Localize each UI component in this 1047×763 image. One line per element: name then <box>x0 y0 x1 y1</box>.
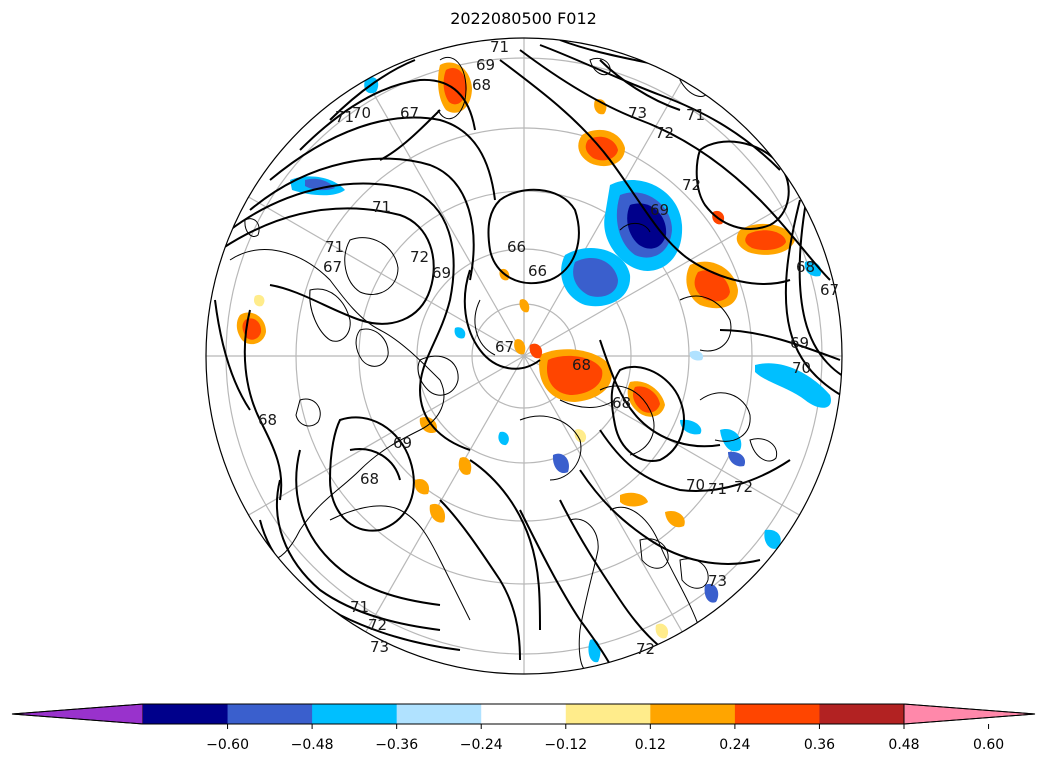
contour-label: 71 <box>350 598 369 616</box>
contour-label: 69 <box>790 334 809 352</box>
map-boundary <box>205 37 843 675</box>
colorbar-tick-label: 0.36 <box>804 737 835 753</box>
graticule <box>206 38 842 674</box>
colorbar-segment <box>143 704 229 724</box>
polar-map: 71 69 68 67 71 70 71 67 71 72 69 66 66 6… <box>205 37 843 675</box>
colorbar-outline <box>11 703 1036 725</box>
colorbar-tick-label: 0.48 <box>888 737 919 753</box>
contour-label: 73 <box>708 572 727 590</box>
contour-label: 72 <box>636 640 655 658</box>
contour-label: 69 <box>650 201 669 219</box>
map-title: 2022080500 F012 <box>450 9 597 28</box>
contour-label: 68 <box>258 411 277 429</box>
colorbar-tick-label: 0.12 <box>635 737 666 753</box>
colorbar-extend-max <box>903 703 1036 725</box>
colorbar-segment <box>565 704 651 724</box>
contour-label: 72 <box>734 478 753 496</box>
colorbar-segment <box>734 704 820 724</box>
contour-label: 72 <box>368 616 387 634</box>
colorbar-tick-label: −0.24 <box>460 737 503 753</box>
colorbar-tick-label: −0.60 <box>206 737 249 753</box>
contour-label: 68 <box>612 394 631 412</box>
contour-labels: 71 69 68 67 71 70 71 67 71 72 69 66 66 6… <box>258 38 839 658</box>
contour-label: 71 <box>490 38 509 56</box>
contour-label: 71 <box>372 198 391 216</box>
contour-label: 66 <box>507 238 526 256</box>
colorbar-tick-label: −0.12 <box>544 737 587 753</box>
contour-label: 72 <box>655 124 674 142</box>
colorbar-tick-label: −0.36 <box>375 737 418 753</box>
contour-label: 69 <box>393 434 412 452</box>
contour-label: 70 <box>686 476 705 494</box>
contour-label: 67 <box>495 338 514 356</box>
contour-label: 70 <box>352 104 371 122</box>
contour-label: 68 <box>472 76 491 94</box>
anomaly-shading <box>236 62 831 663</box>
contour-label: 67 <box>820 281 839 299</box>
colorbar-tick-label: −0.48 <box>291 737 334 753</box>
contour-label: 72 <box>410 248 429 266</box>
contour-label: 71 <box>325 238 344 256</box>
thin-contours <box>474 299 616 408</box>
colorbar-tick-label: 0.24 <box>719 737 750 753</box>
contour-label: 68 <box>572 356 591 374</box>
contour-label: 66 <box>528 262 547 280</box>
colorbar-segment <box>227 704 313 724</box>
contour-label: 72 <box>682 176 701 194</box>
contour-label: 67 <box>323 258 342 276</box>
colorbar-segment <box>819 704 905 724</box>
colorbar-segment <box>312 704 398 724</box>
colorbar-segment <box>481 704 567 724</box>
contour-label: 69 <box>432 264 451 282</box>
colorbar-tick-label: 0.60 <box>973 737 1004 753</box>
contour-label: 71 <box>335 108 354 126</box>
colorbar-segment <box>650 704 736 724</box>
contour-label: 71 <box>708 480 727 498</box>
contour-label: 69 <box>476 56 495 74</box>
colorbar-extend-min <box>11 703 144 725</box>
contour-label: 70 <box>792 359 811 377</box>
contour-label: 73 <box>370 638 389 656</box>
contour-label: 67 <box>400 104 419 122</box>
colorbar-segment <box>396 704 482 724</box>
contour-label: 68 <box>360 470 379 488</box>
contour-label: 71 <box>686 106 705 124</box>
contour-label: 68 <box>796 258 815 276</box>
contour-label: 73 <box>628 104 647 122</box>
coastlines <box>229 57 778 671</box>
